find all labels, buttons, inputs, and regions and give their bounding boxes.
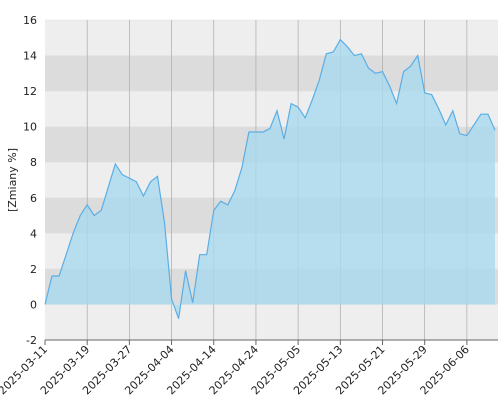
line	[44, 38, 496, 319]
y-tick-label: 10	[23, 121, 37, 134]
y-tick-label: 8	[30, 156, 37, 169]
y-tick-label: 4	[30, 227, 37, 240]
band	[45, 55, 498, 92]
area	[45, 39, 495, 319]
y-tick-label: -2	[26, 334, 37, 347]
y-tick-label: 16	[23, 14, 37, 27]
y-tick-label: 14	[23, 50, 37, 63]
y-axis-label: [Zmiany %]	[6, 148, 19, 212]
y-tick-label: 6	[30, 192, 37, 205]
y-tick-label: 2	[30, 263, 37, 276]
y-tick-label: 0	[30, 298, 37, 311]
y-tick-label: 12	[23, 85, 37, 98]
